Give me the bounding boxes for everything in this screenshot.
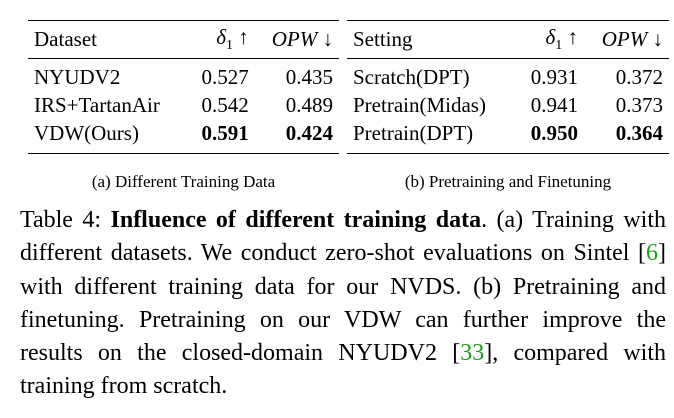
opw-value: 0.373: [615, 92, 663, 117]
table-row: Scratch(DPT) 0.931 0.372: [347, 59, 669, 92]
opw-value: 0.364: [615, 120, 663, 145]
row-name: Pretrain(Midas): [353, 92, 486, 117]
subcaption-a: (a) Different Training Data: [91, 172, 276, 191]
opw-value: 0.489: [285, 92, 333, 117]
header-opw: OPW ↓: [601, 27, 663, 51]
header-opw: OPW ↓: [271, 27, 333, 51]
opw-value: 0.424: [285, 120, 333, 145]
row-name: Scratch(DPT): [353, 64, 470, 89]
header-dataset: Dataset: [34, 27, 97, 51]
table-different-training-data: Dataset δ1 ↑ OPW ↓ NYUDV2 0.527 0.435 IRS+T…: [28, 20, 339, 154]
delta1-value: 0.527: [201, 64, 249, 89]
row-name: IRS+TartanAir: [34, 92, 160, 117]
opw-value: 0.372: [615, 64, 663, 89]
row-name: Pretrain(DPT): [353, 120, 474, 145]
caption-label: Table 4:: [20, 207, 102, 233]
row-name: NYUDV2: [34, 64, 121, 89]
row-name: VDW(Ours): [34, 120, 139, 145]
table-pretraining-finetuning: Setting δ1 ↑ OPW ↓ Scratch(DPT) 0.931 0.37…: [347, 20, 669, 154]
header-setting: Setting: [353, 27, 413, 51]
table-row: Pretrain(Midas) 0.941 0.373: [347, 91, 669, 119]
header-delta1: δ1 ↑: [545, 24, 578, 54]
table-row: IRS+TartanAir 0.542 0.489: [28, 91, 339, 119]
caption-title: Influence of different training data: [110, 207, 482, 233]
delta1-value: 0.591: [201, 120, 249, 145]
opw-value: 0.435: [285, 64, 333, 89]
delta1-value: 0.941: [530, 92, 578, 117]
citation-link[interactable]: 33: [460, 340, 485, 367]
delta1-value: 0.950: [530, 120, 578, 145]
delta1-value: 0.931: [530, 64, 578, 89]
header-delta1: δ1 ↑: [216, 24, 249, 54]
table-row: VDW(Ours) 0.591 0.424: [28, 119, 339, 154]
subcaption-b: (b) Pretraining and Finetuning: [404, 172, 612, 191]
table-row: Pretrain(DPT) 0.950 0.364: [347, 119, 669, 154]
table-caption: Table 4: Influence of different training…: [20, 207, 667, 400]
delta1-value: 0.542: [201, 92, 249, 117]
citation-link[interactable]: 6: [646, 240, 658, 267]
table-row: NYUDV2 0.527 0.435: [28, 59, 339, 92]
